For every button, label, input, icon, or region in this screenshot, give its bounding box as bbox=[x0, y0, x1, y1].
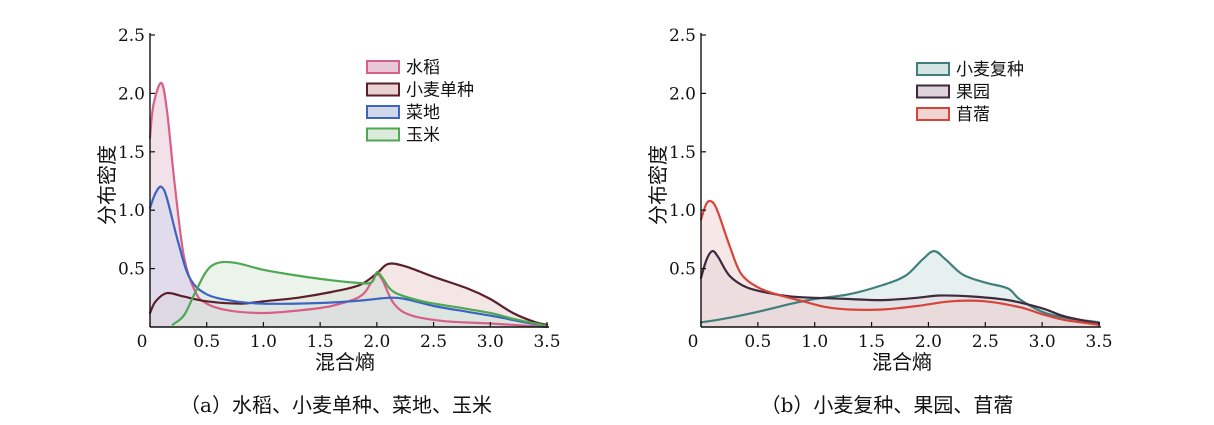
legend-label: 水稻 bbox=[406, 58, 440, 78]
x-tick-label: 0.5 bbox=[193, 332, 220, 352]
series-line-3 bbox=[148, 185, 549, 327]
series-area-4 bbox=[172, 261, 547, 327]
y-tick-label: 0.5 bbox=[118, 260, 145, 280]
y-tick-label: 2.5 bbox=[669, 26, 696, 46]
x-tick-label: 1.0 bbox=[250, 332, 277, 352]
x-tick-label: 1.5 bbox=[307, 332, 334, 352]
legend-label: 小麦复种 bbox=[956, 60, 1024, 80]
legend-swatch bbox=[916, 62, 950, 76]
x-axis-title: 混合熵 bbox=[315, 350, 375, 374]
axes: 0 0.5 1.0 1.5 2.0 2.5 3.0 3.5 0.5 1.0 1.5 2.0 2.5 bbox=[118, 26, 561, 352]
series-lines bbox=[148, 81, 549, 329]
legend-label: 菜地 bbox=[406, 103, 440, 123]
x-tick-label: 2.0 bbox=[915, 332, 942, 352]
x-tick-label: 0.5 bbox=[744, 332, 771, 352]
x-tick-label: 1.5 bbox=[858, 332, 885, 352]
legend-swatch bbox=[366, 60, 400, 74]
y-tick-label: 2.0 bbox=[118, 84, 145, 104]
caption-b: （b）小麦复种、果园、苜蓿 bbox=[761, 393, 1014, 417]
y-axis-title: 分布密度 bbox=[646, 145, 670, 225]
x-tick-label: 3.5 bbox=[1085, 332, 1112, 352]
x-tick-label: 3.0 bbox=[477, 332, 504, 352]
legend-swatch bbox=[366, 82, 400, 97]
legend-swatch bbox=[916, 107, 950, 121]
legend-swatch bbox=[366, 127, 400, 142]
legend-swatch bbox=[916, 84, 950, 99]
axes: 0 0.5 1.0 1.5 2.0 2.5 3.0 3.5 0.5 1.0 1.5 2.0 2.5 bbox=[669, 26, 1113, 352]
series-line-1 bbox=[148, 81, 549, 329]
y-axis-title: 分布密度 bbox=[95, 145, 119, 225]
y-tick-label: 0.5 bbox=[669, 260, 696, 280]
series-line-2 bbox=[148, 262, 549, 326]
y-tick-label: 1.0 bbox=[669, 201, 696, 221]
legend-label: 果园 bbox=[956, 83, 990, 103]
legend-swatch bbox=[366, 105, 400, 119]
y-tick-label: 1.0 bbox=[118, 201, 145, 221]
x-tick-label: 2.5 bbox=[972, 332, 999, 352]
legend-label: 苜蓿 bbox=[956, 105, 990, 125]
area-fills bbox=[150, 82, 547, 327]
x-tick-label: 2.5 bbox=[420, 332, 447, 352]
x-tick-label: 3.0 bbox=[1029, 332, 1056, 352]
caption-a: （a）水稻、小麦单种、菜地、玉米 bbox=[180, 393, 492, 417]
legend-label: 小麦单种 bbox=[406, 81, 474, 101]
series-lines bbox=[699, 199, 1101, 326]
series-line-1 bbox=[699, 250, 1101, 324]
x-tick-label: 2.0 bbox=[363, 332, 390, 352]
chart-panel-b: 0 0.5 1.0 1.5 2.0 2.5 3.0 3.5 0.5 1.0 1.5 2.0 2.5 小麦… bbox=[646, 26, 1113, 417]
y-tick-label: 1.5 bbox=[669, 143, 696, 163]
y-tick-label: 2.5 bbox=[118, 26, 145, 46]
x-tick-label: 0 bbox=[688, 332, 699, 352]
x-tick-label: 0 bbox=[137, 332, 148, 352]
series-line-4 bbox=[171, 260, 549, 327]
y-tick-label: 2.0 bbox=[669, 84, 696, 104]
series-line-3 bbox=[699, 199, 1101, 326]
x-tick-label: 1.0 bbox=[801, 332, 828, 352]
series-line-2 bbox=[699, 249, 1101, 325]
legend-label: 玉米 bbox=[406, 126, 440, 146]
x-tick-label: 3.5 bbox=[533, 332, 560, 352]
chart-panel-a: 0 0.5 1.0 1.5 2.0 2.5 3.0 3.5 0.5 1.0 1.5 2.0 2.5 水稻… bbox=[95, 26, 561, 417]
y-tick-label: 1.5 bbox=[118, 143, 145, 163]
x-axis-title: 混合熵 bbox=[872, 350, 932, 374]
